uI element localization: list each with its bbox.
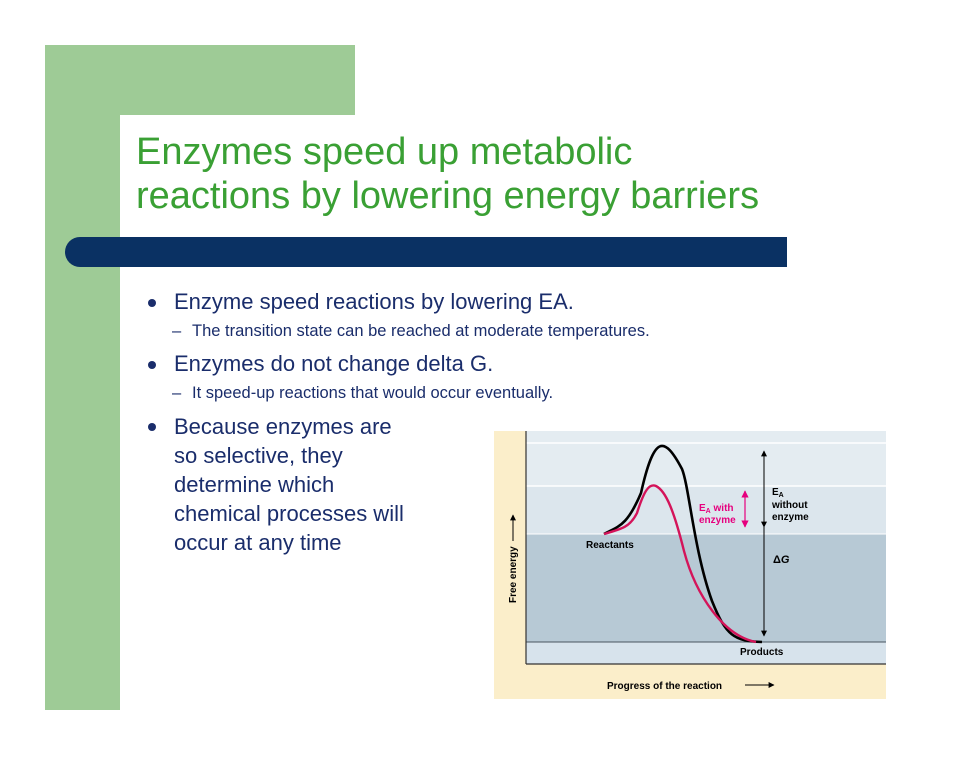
ea-with-label-line2: enzyme — [699, 515, 736, 526]
sub-bullet-item: – It speed-up reactions that would occur… — [148, 382, 968, 404]
products-label: Products — [740, 647, 784, 658]
slide-title: Enzymes speed up metabolic reactions by … — [136, 130, 936, 218]
bullet-text: Because enzymes are so selective, they d… — [174, 414, 404, 555]
band-products — [526, 642, 886, 664]
band-top — [526, 431, 886, 443]
green-accent-side — [45, 45, 120, 710]
bullet-text: Enzymes do not change delta G. — [174, 351, 494, 376]
energy-diagram-svg: EA without enzyme EA with enzyme ΔG Reac… — [494, 431, 886, 699]
x-axis-label: Progress of the reaction — [607, 681, 722, 692]
bullet-dot — [148, 361, 156, 369]
sub-bullet-item: – The transition state can be reached at… — [148, 320, 968, 342]
title-background — [120, 115, 920, 240]
bullet-dot — [148, 299, 156, 307]
y-axis-label: Free energy — [508, 546, 519, 603]
dash-marker: – — [172, 384, 182, 402]
ea-without-label: EA — [772, 487, 784, 499]
title-underline-bar — [65, 237, 787, 267]
sub-bullet-text: It speed-up reactions that would occur e… — [192, 384, 554, 402]
ea-without-label-line2: without — [771, 500, 808, 511]
title-line-2: reactions by lowering energy barriers — [136, 175, 760, 217]
band-delta-g — [526, 534, 886, 642]
title-line-1: Enzymes speed up metabolic — [136, 131, 633, 173]
y-axis-label-group: Free energy — [508, 514, 519, 603]
reactants-label: Reactants — [586, 540, 634, 551]
bullet-text: Enzyme speed reactions by lowering EA. — [174, 289, 574, 314]
bullet-item: Enzyme speed reactions by lowering EA. — [148, 288, 968, 316]
band-ea-with — [526, 486, 886, 534]
bullet-item: Enzymes do not change delta G. — [148, 350, 968, 378]
delta-g-label: ΔG — [773, 554, 790, 566]
ea-with-label: EA with — [699, 503, 734, 515]
band-ea-without — [526, 443, 886, 486]
dash-marker: – — [172, 322, 182, 340]
energy-diagram: EA without enzyme EA with enzyme ΔG Reac… — [494, 431, 886, 699]
bullet-dot — [148, 423, 156, 431]
ea-without-label-line3: enzyme — [772, 512, 809, 523]
bullet-list: Enzyme speed reactions by lowering EA. –… — [148, 288, 968, 561]
sub-bullet-text: The transition state can be reached at m… — [192, 322, 650, 340]
curve-with-enzyme — [603, 484, 757, 644]
bullet-item: Because enzymes are so selective, they d… — [148, 412, 414, 557]
